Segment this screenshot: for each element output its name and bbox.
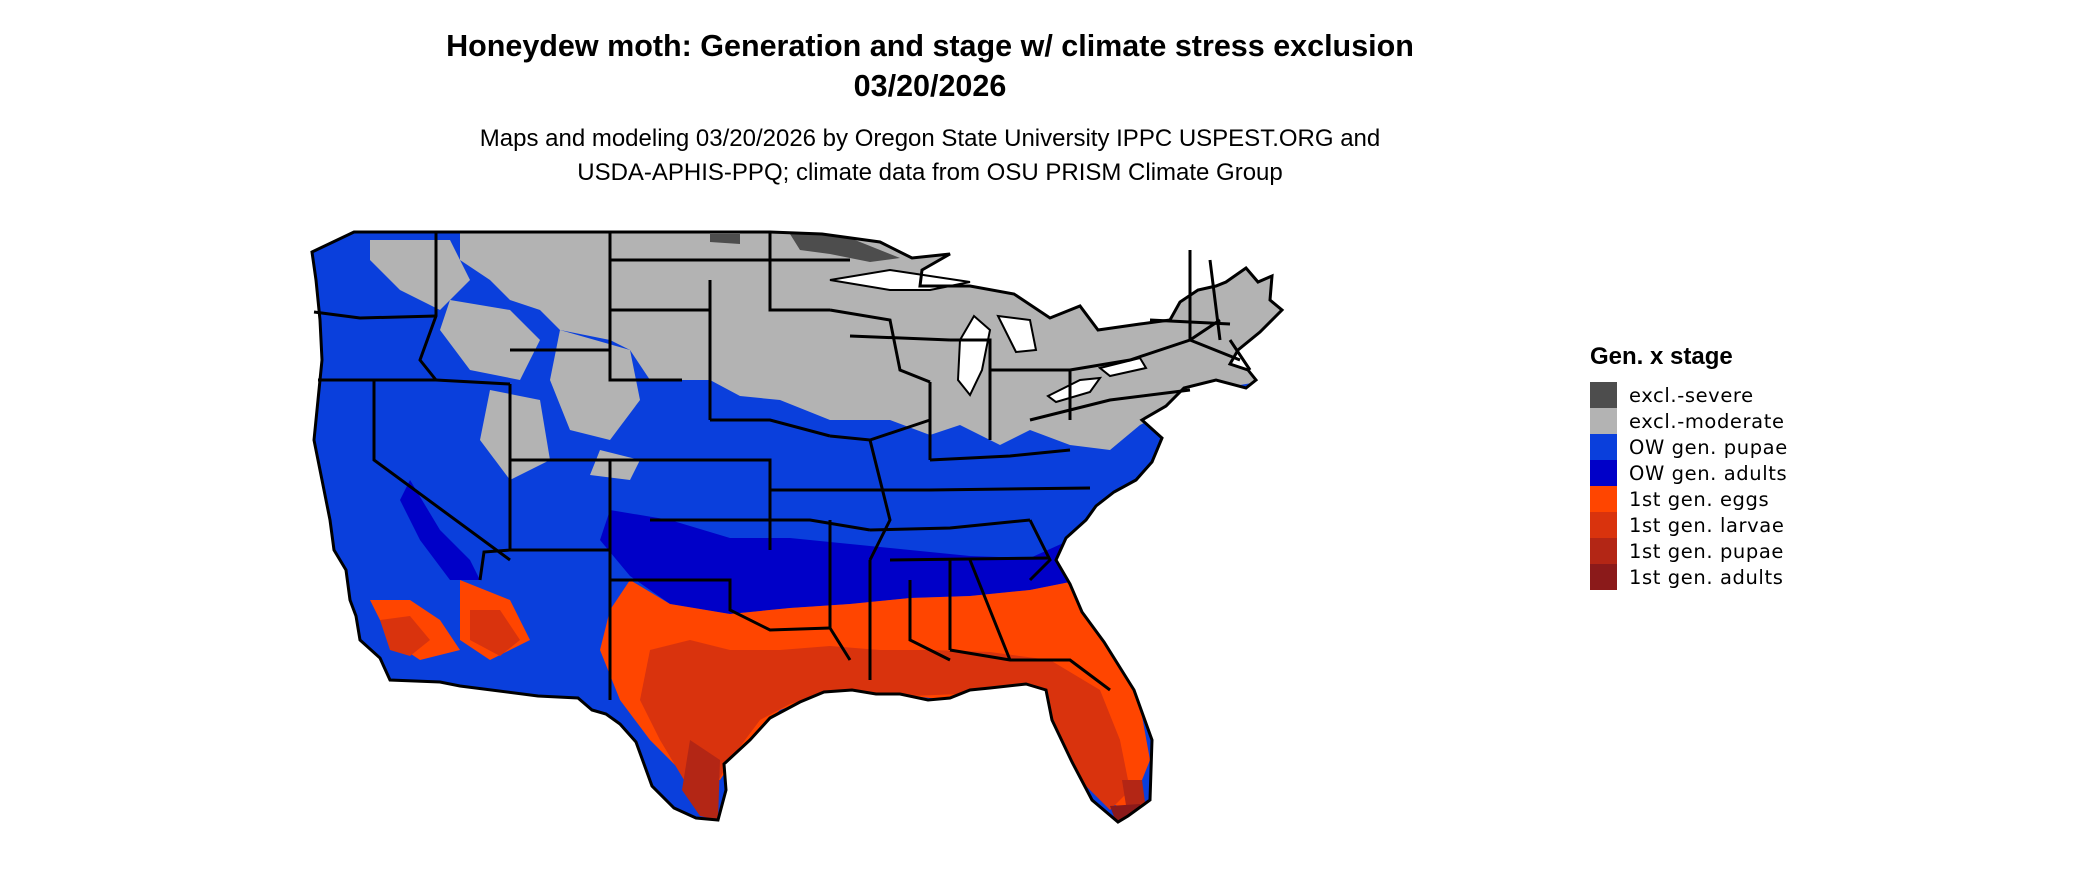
legend-swatch (1590, 408, 1617, 434)
legend-swatch (1590, 486, 1617, 512)
map-title: Honeydew moth: Generation and stage w/ c… (446, 29, 1414, 63)
legend-label: OW gen. pupae (1629, 435, 1788, 459)
legend-label: 1st gen. adults (1629, 565, 1784, 589)
legend-item-1st-eggs: 1st gen. eggs (1590, 486, 1788, 512)
map-credit-line-2: USDA-APHIS-PPQ; climate data from OSU PR… (577, 159, 1283, 186)
legend-swatch (1590, 512, 1617, 538)
legend-item-excl-severe: excl.-severe (1590, 382, 1788, 408)
map-date: 03/20/2026 (853, 69, 1007, 103)
legend-swatch (1590, 538, 1617, 564)
legend-title: Gen. x stage (1590, 343, 1733, 370)
legend-item-ow-adults: OW gen. adults (1590, 460, 1788, 486)
legend-item-1st-adults: 1st gen. adults (1590, 564, 1788, 590)
us-map (310, 230, 1284, 824)
legend-item-ow-pupae: OW gen. pupae (1590, 434, 1788, 460)
legend-label: OW gen. adults (1629, 461, 1788, 485)
legend-label: excl.-moderate (1629, 409, 1785, 433)
legend-label: 1st gen. eggs (1629, 487, 1770, 511)
legend-swatch (1590, 382, 1617, 408)
legend-swatch (1590, 460, 1617, 486)
legend-item-1st-larvae: 1st gen. larvae (1590, 512, 1788, 538)
map-legend: Gen. x stage excl.-severe excl.-moderate… (1590, 342, 1788, 590)
legend-swatch (1590, 564, 1617, 590)
map-credit-line-1: Maps and modeling 03/20/2026 by Oregon S… (479, 125, 1381, 152)
legend-item-1st-pupae: 1st gen. pupae (1590, 538, 1788, 564)
legend-label: 1st gen. larvae (1629, 513, 1785, 537)
legend-item-excl-moderate: excl.-moderate (1590, 408, 1788, 434)
legend-label: 1st gen. pupae (1629, 539, 1785, 563)
legend-swatch (1590, 434, 1617, 460)
legend-label: excl.-severe (1629, 383, 1754, 407)
